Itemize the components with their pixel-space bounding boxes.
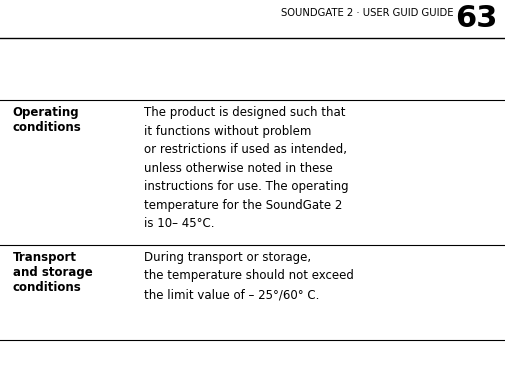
Text: 63: 63 bbox=[454, 4, 497, 33]
Text: SOUNDGATE 2 · USER GUID GUIDE: SOUNDGATE 2 · USER GUID GUIDE bbox=[281, 8, 453, 18]
Text: The product is designed such that
it functions without problem
or restrictions i: The product is designed such that it fun… bbox=[144, 106, 348, 230]
Text: Operating
conditions: Operating conditions bbox=[13, 106, 81, 134]
Text: During transport or storage,
the temperature should not exceed
the limit value o: During transport or storage, the tempera… bbox=[144, 251, 354, 301]
Text: Transport
and storage
conditions: Transport and storage conditions bbox=[13, 251, 92, 294]
